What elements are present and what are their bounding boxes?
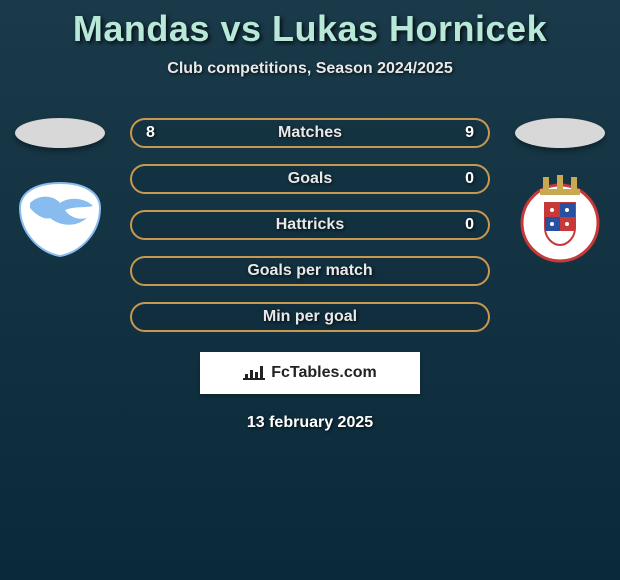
left-player-avatar	[15, 118, 105, 148]
stat-row-min-per-goal: Min per goal	[130, 302, 490, 332]
stat-right-value: 0	[454, 216, 474, 234]
braga-badge-icon	[515, 173, 605, 263]
stat-row-hattricks: Hattricks 0	[130, 210, 490, 240]
stat-right-value: 9	[454, 124, 474, 142]
stat-label: Min per goal	[166, 308, 454, 326]
date-text: 13 february 2025	[0, 414, 620, 432]
stat-row-goals-per-match: Goals per match	[130, 256, 490, 286]
stat-label: Goals	[166, 170, 454, 188]
right-player-col	[510, 118, 610, 258]
right-player-avatar	[515, 118, 605, 148]
stats-column: 8 Matches 9 Goals 0 Hattricks 0 Goals pe…	[130, 118, 490, 332]
stat-label: Hattricks	[166, 216, 454, 234]
chart-icon	[243, 364, 265, 382]
stat-label: Goals per match	[166, 262, 454, 280]
stat-row-matches: 8 Matches 9	[130, 118, 490, 148]
page-title: Mandas vs Lukas Hornicek	[0, 0, 620, 50]
lazio-badge-icon	[15, 178, 105, 258]
stat-row-goals: Goals 0	[130, 164, 490, 194]
left-club-badge	[15, 178, 105, 258]
stat-label: Matches	[166, 124, 454, 142]
right-club-badge	[515, 178, 605, 258]
comparison-row: 8 Matches 9 Goals 0 Hattricks 0 Goals pe…	[0, 118, 620, 332]
left-player-col	[10, 118, 110, 258]
stat-right-value: 0	[454, 170, 474, 188]
stat-left-value: 8	[146, 124, 166, 142]
brand-text: FcTables.com	[271, 364, 377, 382]
brand-box: FcTables.com	[200, 352, 420, 394]
subtitle: Club competitions, Season 2024/2025	[0, 60, 620, 78]
